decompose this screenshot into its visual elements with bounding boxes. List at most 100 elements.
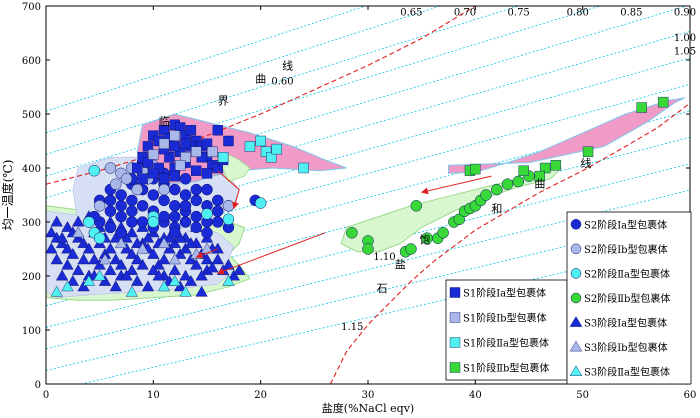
data-point <box>254 197 267 209</box>
data-point <box>163 242 176 254</box>
legend-label: S2阶段Ⅱa型包裹体 <box>584 267 670 280</box>
legend-label: S1阶段Ⅰa型包裹体 <box>463 287 546 300</box>
data-point <box>61 280 74 292</box>
data-point <box>201 227 213 239</box>
x-tick-label: 50 <box>576 390 589 401</box>
data-point <box>184 253 198 265</box>
data-point <box>190 258 203 270</box>
series-S1阶段Ⅰb型包裹体 <box>148 130 218 171</box>
data-point <box>93 200 106 212</box>
data-point <box>104 205 117 217</box>
density-label: 1.05 <box>674 47 696 58</box>
data-point <box>437 227 449 239</box>
series-S2阶段Ⅱa型包裹体 <box>83 164 267 244</box>
data-point <box>180 138 191 149</box>
data-point <box>169 210 181 223</box>
saturation-curve-label: 曲 <box>534 177 545 190</box>
data-point <box>271 143 282 155</box>
data-point <box>110 178 122 190</box>
data-point <box>260 146 272 158</box>
data-point <box>222 274 235 286</box>
data-point <box>104 242 117 254</box>
data-point <box>82 242 96 254</box>
data-point <box>141 280 155 292</box>
data-point <box>168 253 181 265</box>
trend-arrow <box>217 170 240 210</box>
data-point <box>222 213 235 226</box>
density-label: 1.15 <box>341 322 363 333</box>
data-point <box>201 183 213 196</box>
x-tick-label: 40 <box>469 390 482 401</box>
data-point <box>169 130 181 141</box>
data-point <box>77 237 90 248</box>
data-point <box>61 220 74 232</box>
data-point <box>534 170 545 182</box>
data-point <box>191 135 202 147</box>
density-label: 0.75 <box>508 8 530 19</box>
data-point <box>179 173 192 185</box>
data-point <box>233 264 246 275</box>
data-point <box>136 258 149 270</box>
data-point <box>50 285 63 297</box>
density-line <box>46 110 690 285</box>
data-point <box>169 141 181 152</box>
legend-marker <box>569 316 583 327</box>
data-point <box>120 269 133 281</box>
data-point <box>104 264 117 275</box>
density-label: 1.10 <box>373 252 395 263</box>
x-tick-label: 0 <box>43 390 49 401</box>
density-label: 0.65 <box>400 8 422 19</box>
data-point <box>120 242 133 254</box>
data-point <box>72 264 85 275</box>
data-point <box>491 183 503 196</box>
x-axis-label: 盐度(%NaCl eqv) <box>322 401 414 415</box>
data-point <box>174 122 186 133</box>
data-point <box>109 253 122 265</box>
data-point <box>362 243 374 255</box>
legend-label: S2阶段Ⅰb型包裹体 <box>584 243 668 256</box>
series-S1阶段Ⅰa型包裹体 <box>132 119 234 185</box>
data-point <box>66 247 79 259</box>
data-point <box>190 183 203 196</box>
data-point <box>207 146 218 158</box>
trend-arrow <box>195 248 218 259</box>
data-point <box>153 162 164 174</box>
data-point <box>136 200 149 212</box>
data-point <box>55 237 69 248</box>
data-point <box>480 189 492 201</box>
data-point <box>212 124 223 136</box>
y-tick-label: 100 <box>22 326 41 337</box>
critical-curve-label: 临 <box>159 114 170 128</box>
legend-marker <box>569 340 583 352</box>
data-point <box>190 221 203 234</box>
data-point <box>152 269 165 281</box>
data-point <box>83 216 95 228</box>
legend-label: S2阶段Ⅰa型包裹体 <box>584 218 667 231</box>
density-line <box>46 83 690 263</box>
data-point <box>266 151 277 163</box>
data-point <box>98 253 112 265</box>
halite-curve <box>329 102 690 384</box>
data-point <box>131 253 144 265</box>
data-point <box>147 216 160 228</box>
legend-label: S3阶段Ⅱa型包裹体 <box>584 366 670 379</box>
data-point <box>157 280 171 292</box>
data-point <box>158 210 170 223</box>
legend: S1阶段Ⅰa型包裹体 S1阶段Ⅰb型包裹体 S1阶段Ⅱa型包裹体 S1阶段Ⅱb型包裹体… <box>445 211 692 385</box>
data-point <box>126 216 138 228</box>
data-point <box>244 141 256 152</box>
field-s1-pink-band <box>448 97 685 174</box>
data-point <box>50 215 63 227</box>
x-tick-label: 60 <box>684 390 697 401</box>
data-point <box>453 213 465 226</box>
y-tick-label: 0 <box>35 380 41 391</box>
series-S3阶段Ⅰa型包裹体 <box>46 210 246 297</box>
data-point <box>169 200 181 212</box>
data-point <box>115 227 127 239</box>
plot-area: 0.600.650.700.750.800.850.900.951.001.05… <box>22 2 697 401</box>
data-point <box>185 124 197 136</box>
legend-marker <box>449 362 461 373</box>
density-label: 0.60 <box>271 76 293 87</box>
data-point <box>410 200 423 212</box>
data-point <box>196 151 207 163</box>
